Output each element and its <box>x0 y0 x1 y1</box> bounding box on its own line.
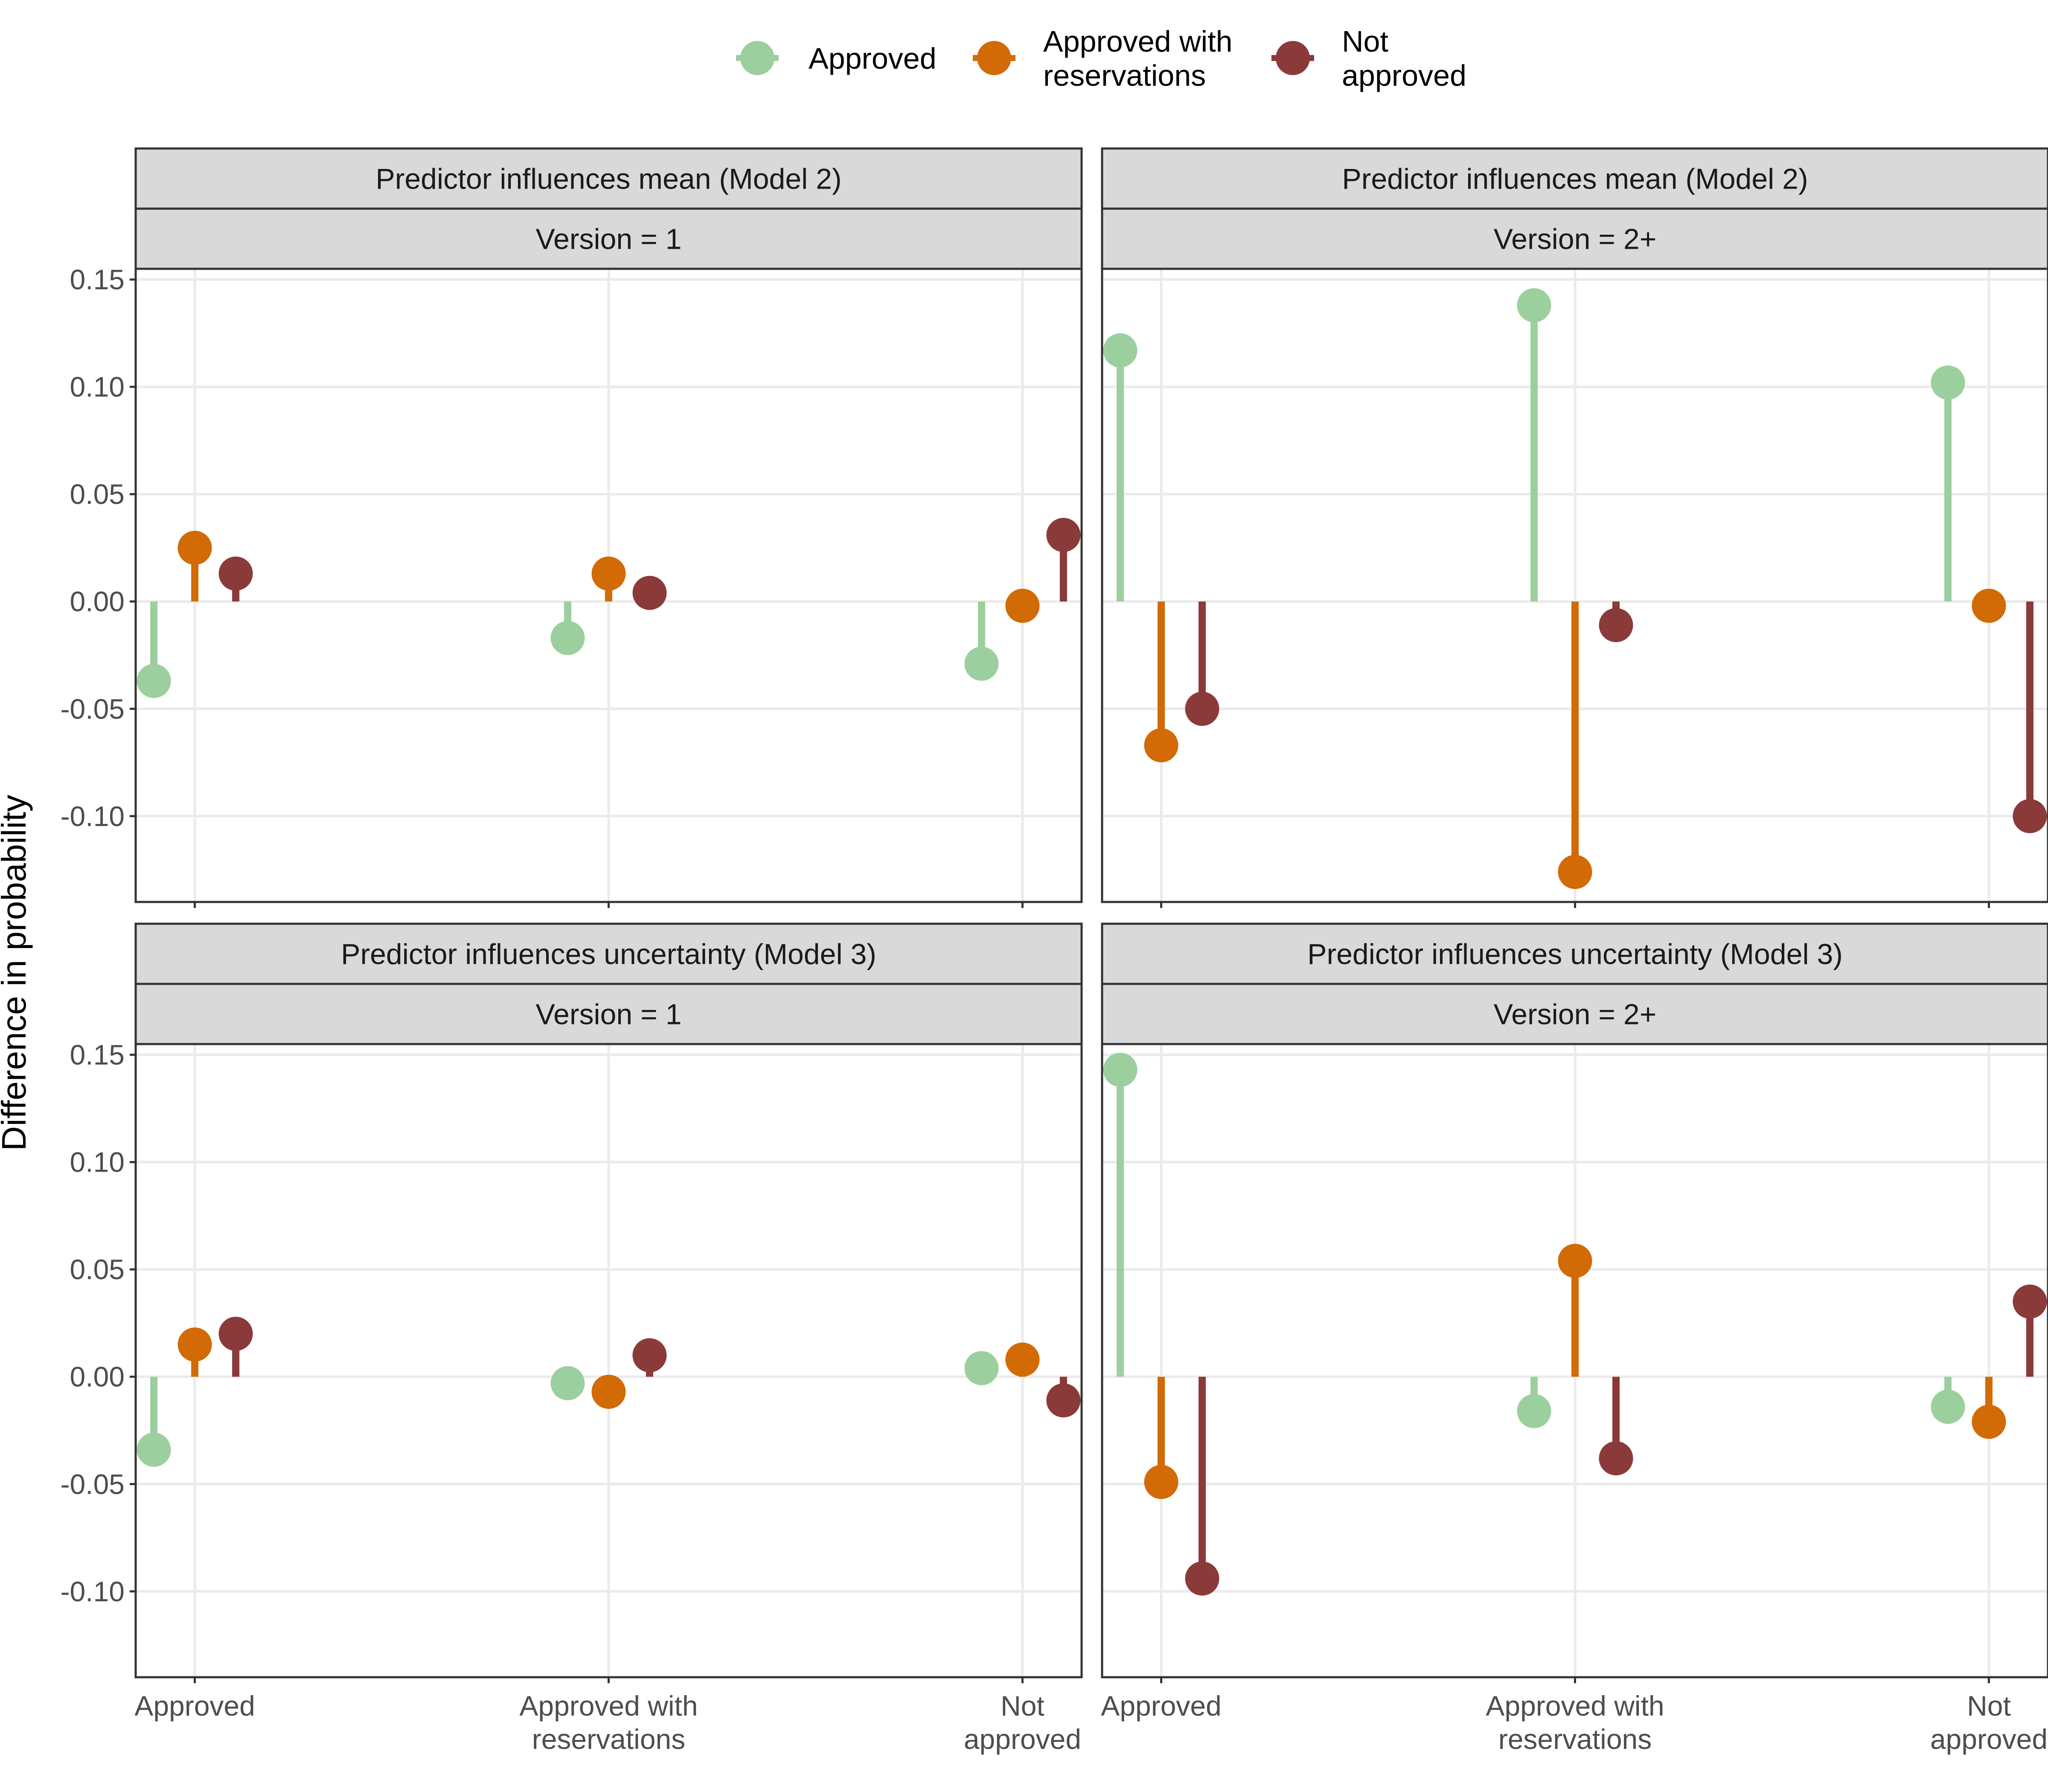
point-not_approved <box>632 576 667 610</box>
strip-version-label: Version = 2+ <box>1494 998 1657 1031</box>
strip-model <box>134 147 1083 210</box>
legend: Approved Approved with reservations Not appr… <box>736 25 1466 92</box>
point-not_approved <box>218 556 253 591</box>
point-not_approved <box>218 1317 253 1351</box>
y-tick-label: -0.05 <box>61 693 125 724</box>
strip-version-label: Version = 1 <box>535 223 681 256</box>
point-approved <box>1517 288 1551 323</box>
point-approved <box>137 663 171 698</box>
y-tick-label: 0.00 <box>70 1361 125 1393</box>
strip-model-label: Predictor influences uncertainty (Model … <box>1307 938 1843 971</box>
point-reservations <box>591 556 626 591</box>
legend-label: Not approved <box>1342 25 1466 92</box>
point-approved <box>964 646 999 681</box>
point-reservations <box>1005 588 1040 623</box>
strip-model-label: Predictor influences mean (Model 2) <box>375 163 841 195</box>
strip-version-label: Version = 2+ <box>1494 223 1657 256</box>
point-not_approved <box>1185 692 1219 726</box>
point-approved <box>964 1351 999 1385</box>
point-not_approved <box>1046 518 1081 552</box>
legend-label: Approved <box>809 42 937 75</box>
y-tick-label: 0.10 <box>70 1146 125 1178</box>
legend-item-not_approved: Not approved <box>1271 25 1466 92</box>
y-tick-label: -0.10 <box>61 800 125 832</box>
point-reservations <box>177 530 212 565</box>
point-approved <box>137 1432 171 1467</box>
panel-1: Predictor influences mean (Model 2) Versi… <box>61 147 1083 908</box>
strip-model <box>1101 922 2048 985</box>
point-reservations <box>591 1374 626 1409</box>
legend-key-dot <box>977 41 1011 75</box>
strip-version <box>1101 983 2048 1045</box>
y-tick-label: 0.15 <box>70 1039 125 1071</box>
legend-key-dot <box>740 41 774 75</box>
point-approved <box>550 621 585 655</box>
y-tick-label: 0.10 <box>70 371 125 403</box>
point-reservations <box>1005 1342 1040 1377</box>
point-not_approved <box>2013 799 2047 833</box>
y-axis-label: Difference in probability <box>0 795 33 1151</box>
x-tick-label: Not approved <box>1930 1690 2048 1755</box>
point-approved <box>1931 365 1965 400</box>
legend-item-reservations: Approved with reservations <box>973 25 1233 92</box>
y-tick-label: 0.05 <box>70 1254 125 1285</box>
point-not_approved <box>1046 1383 1081 1418</box>
point-not_approved <box>1599 608 1633 643</box>
strip-model-label: Predictor influences uncertainty (Model … <box>341 938 876 971</box>
facet-panels: Predictor influences mean (Model 2) Versi… <box>61 147 2048 1755</box>
y-tick-label: -0.10 <box>61 1576 125 1607</box>
panel-3: Predictor influences uncertainty (Model … <box>61 922 1083 1755</box>
point-reservations <box>1558 855 1592 889</box>
point-not_approved <box>1185 1561 1219 1596</box>
point-approved <box>550 1366 585 1400</box>
strip-model <box>134 922 1083 985</box>
panel-2: Predictor influences mean (Model 2) Versi… <box>1101 147 2048 908</box>
x-tick-label: Approved with reservations <box>1486 1690 1664 1755</box>
point-approved <box>1103 333 1137 368</box>
y-tick-label: 0.15 <box>70 264 125 295</box>
strip-version <box>134 983 1083 1045</box>
point-approved <box>1103 1053 1137 1087</box>
x-tick-label: Not approved <box>964 1690 1081 1755</box>
point-reservations <box>1144 728 1178 762</box>
y-tick-label: 0.05 <box>70 478 125 510</box>
point-approved <box>1931 1390 1965 1424</box>
strip-model-label: Predictor influences mean (Model 2) <box>1342 163 1808 195</box>
y-tick-label: -0.05 <box>61 1468 125 1500</box>
point-not_approved <box>2013 1284 2047 1319</box>
legend-label: Approved with reservations <box>1043 25 1233 92</box>
point-not_approved <box>632 1338 667 1373</box>
point-approved <box>1517 1394 1551 1428</box>
point-reservations <box>1144 1465 1178 1499</box>
legend-key-dot <box>1276 41 1310 75</box>
strip-version-label: Version = 1 <box>535 998 681 1031</box>
point-reservations <box>177 1327 212 1362</box>
strip-version <box>1101 207 2048 270</box>
strip-version <box>134 207 1083 270</box>
panel-4: Predictor influences uncertainty (Model … <box>1101 922 2048 1755</box>
point-reservations <box>1558 1244 1592 1278</box>
x-tick-label: Approved with reservations <box>519 1690 698 1755</box>
y-tick-label: 0.00 <box>70 586 125 617</box>
x-tick-label: Approved <box>134 1690 255 1722</box>
legend-item-approved: Approved <box>736 41 937 75</box>
point-reservations <box>1972 1405 2006 1439</box>
x-tick-label: Approved <box>1101 1690 1222 1722</box>
point-reservations <box>1972 588 2006 623</box>
point-not_approved <box>1599 1441 1633 1475</box>
